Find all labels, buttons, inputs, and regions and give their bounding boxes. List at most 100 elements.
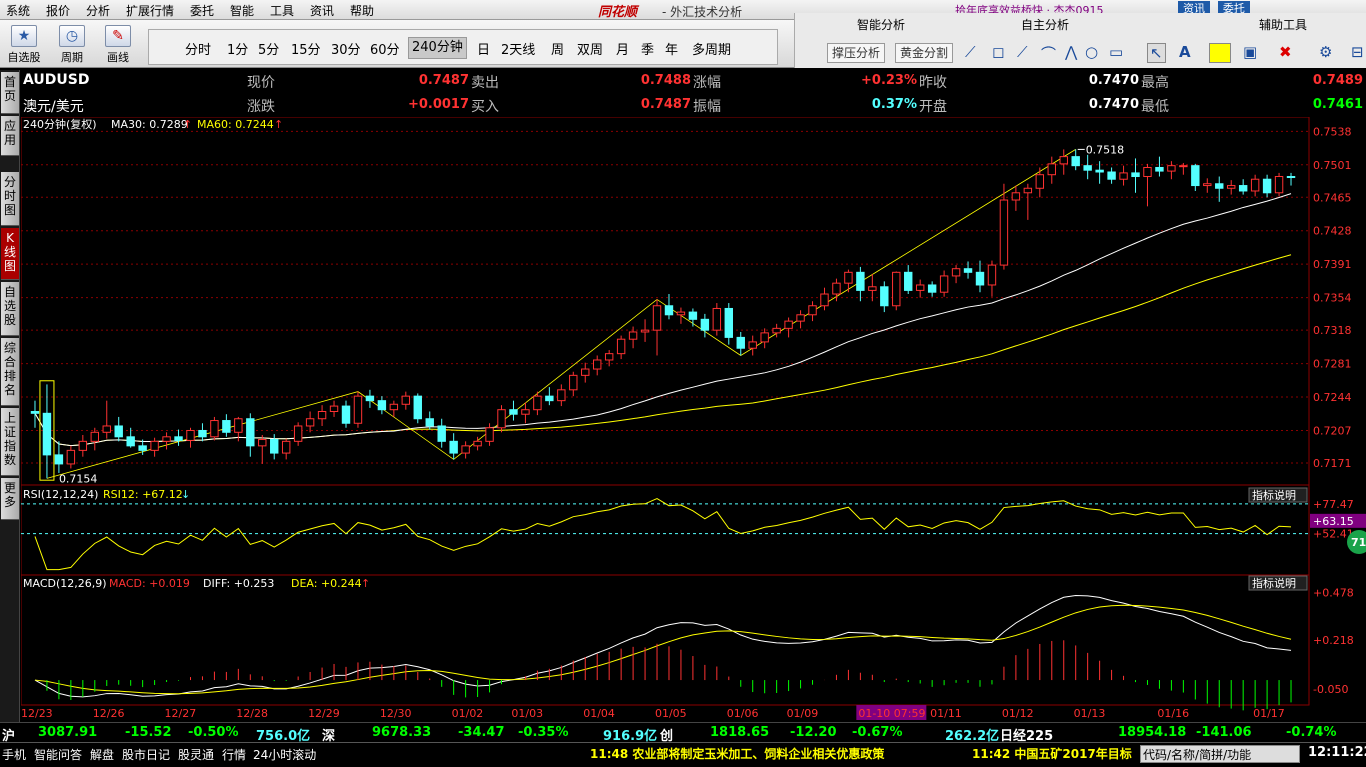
candle-body (569, 374, 578, 391)
status-stocktong[interactable]: 股灵通 (178, 748, 215, 762)
menu-item-quote[interactable]: 报价 (46, 4, 71, 18)
ticker-sz-value[interactable]: 9678.33 (372, 725, 432, 740)
text-tool-icon[interactable]: A (1179, 43, 1191, 61)
more-tools-icon[interactable]: ▭ (1109, 43, 1124, 61)
candle-body (892, 271, 901, 307)
ticker-cy-amount: 262.2亿 (945, 729, 1000, 744)
price-tick-label: 0.7354 (1313, 292, 1352, 305)
channel-tool-icon[interactable]: ⟋ (1017, 43, 1028, 61)
date-tick-label: 12/30 (380, 707, 412, 720)
candle-body (963, 268, 973, 273)
label-amplitude: 振幅 (693, 99, 721, 115)
menu-item-analysis[interactable]: 分析 (86, 4, 111, 18)
period-quarter[interactable]: 季 (641, 43, 655, 58)
status-mobile[interactable]: 手机 (2, 748, 27, 762)
aux-tools-tab[interactable]: 辅助工具 (1259, 18, 1308, 32)
nav-tick-chart[interactable]: 分时图 (1, 172, 19, 226)
period-2day[interactable]: 2天线 (501, 43, 536, 58)
status-24h[interactable]: 24小时滚动 (253, 748, 317, 762)
candle-body (126, 436, 135, 447)
candle-body (138, 445, 147, 451)
period-button[interactable]: ◷ 周期 (52, 23, 92, 67)
smart-analysis-tab[interactable]: 智能分析 (857, 18, 906, 32)
period-15min[interactable]: 15分 (291, 43, 321, 58)
fan-tool-icon[interactable]: ⋀ (1065, 43, 1078, 61)
macd-legend-diff: DIFF: +0.253 (203, 577, 274, 590)
period-240min[interactable]: 240分钟 (408, 37, 467, 59)
ma30-path (34, 193, 1292, 447)
status-quote[interactable]: 行情 (222, 748, 247, 762)
period-5min[interactable]: 5分 (258, 43, 280, 58)
status-review[interactable]: 解盘 (90, 748, 115, 762)
settings-icon[interactable]: ⚙ (1319, 43, 1333, 61)
news-headline-1[interactable]: 11:48 农业部将制定玉米加工、饲料企业相关优惠政策 (590, 747, 885, 761)
period-30min[interactable]: 30分 (331, 43, 361, 58)
ticker-cy-value[interactable]: 1818.65 (710, 725, 770, 740)
macd-tick-label: -0.050 (1313, 683, 1348, 696)
rect-tool-icon[interactable]: ◻ (992, 43, 1005, 61)
candle-body (234, 418, 243, 433)
nav-kline[interactable]: K线图 (1, 228, 19, 280)
ticker-sh-value[interactable]: 3087.91 (38, 725, 98, 740)
menu-item-help[interactable]: 帮助 (350, 4, 375, 18)
nav-watchlist[interactable]: 自选股 (1, 282, 19, 336)
candle-body (341, 405, 351, 424)
period-2week[interactable]: 双周 (577, 43, 604, 58)
status-qa[interactable]: 智能问答 (34, 748, 83, 762)
support-resistance-button[interactable]: 撑压分析 (827, 43, 886, 63)
candle-body (820, 293, 829, 307)
menu-item-tools[interactable]: 工具 (270, 4, 295, 18)
pin-icon[interactable]: ⊟ (1351, 43, 1364, 61)
price-tick-label: 0.7501 (1313, 159, 1352, 172)
arc-tool-icon[interactable]: ⌒ (1041, 45, 1057, 63)
menu-item-smart[interactable]: 智能 (230, 4, 255, 18)
rsi-tick-label: +52.41 (1313, 528, 1354, 541)
period-year[interactable]: 年 (665, 43, 679, 58)
nav-home[interactable]: 首页 (1, 72, 19, 114)
cursor-icon[interactable]: ↖ (1147, 43, 1166, 63)
golden-section-button[interactable]: 黄金分割 (895, 43, 954, 63)
period-60min[interactable]: 60分 (370, 43, 400, 58)
candle-body (293, 425, 303, 442)
menu-item-system[interactable]: 系统 (6, 4, 31, 18)
price-tick-label: 0.7281 (1313, 358, 1352, 371)
period-multi[interactable]: 多周期 (692, 43, 732, 58)
period-1min[interactable]: 1分 (227, 43, 249, 58)
macd-legend-dea: DEA: +0.244 (291, 577, 362, 590)
ticker-cy-pct: -0.67% (852, 725, 903, 740)
period-week[interactable]: 周 (551, 43, 565, 58)
code-search-input[interactable]: 代码/名称/简拼/功能 (1140, 745, 1300, 763)
news-headline-2[interactable]: 11:42 中国五矿2017年目标 (972, 747, 1132, 761)
delete-icon[interactable]: ✖ (1279, 43, 1292, 61)
menu-item-ext-quote[interactable]: 扩展行情 (126, 4, 175, 18)
zigzag-path (46, 149, 1076, 479)
candlestick-series[interactable]: 0.7518 0.7154 (30, 143, 1296, 485)
self-analysis-tab[interactable]: 自主分析 (1021, 18, 1070, 32)
line-tool-icon[interactable]: ⟋ (965, 43, 976, 61)
ticker-nikkei-value[interactable]: 18954.18 (1118, 725, 1187, 740)
nav-apps[interactable]: 应用 (1, 116, 19, 156)
color-swatch[interactable] (1209, 43, 1231, 63)
bookmark-icon[interactable]: ▣ (1243, 43, 1258, 61)
circle-tool-icon[interactable]: ○ (1085, 43, 1099, 61)
candle-body (724, 307, 734, 338)
nav-sh-index[interactable]: 上证指数 (1, 408, 19, 476)
candle-body (401, 395, 411, 405)
nav-ranking[interactable]: 综合排名 (1, 338, 19, 406)
candle-body (317, 411, 327, 420)
date-tick-label: 01-10 07:59 (858, 707, 925, 720)
menu-item-order[interactable]: 委托 (190, 4, 215, 18)
status-diary[interactable]: 股市日记 (122, 748, 171, 762)
watchlist-button[interactable]: ★ 自选股 (4, 23, 44, 67)
period-tick[interactable]: 分时 (185, 43, 212, 58)
draw-button[interactable]: ✎ 画线 (98, 23, 138, 67)
candle-body (1143, 166, 1152, 178)
period-day[interactable]: 日 (477, 43, 491, 58)
menu-item-news[interactable]: 资讯 (310, 4, 335, 18)
candle-body (509, 409, 518, 415)
candle-body (210, 420, 219, 438)
status-bar: 手机 智能问答 解盘 股市日记 股灵通 行情 24小时滚动 11:48 农业部将… (0, 742, 1366, 767)
period-month[interactable]: 月 (616, 43, 630, 58)
nav-more[interactable]: 更多 (1, 478, 19, 520)
